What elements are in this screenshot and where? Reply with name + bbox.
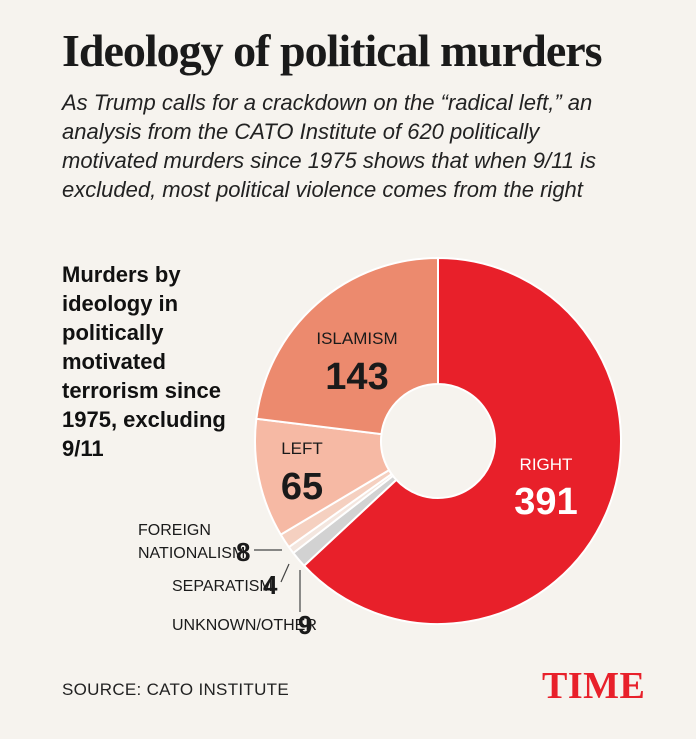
leader-line-separatism bbox=[280, 563, 290, 583]
chart-subtitle: As Trump calls for a crackdown on the “r… bbox=[62, 90, 596, 202]
label-left-value: 65 bbox=[281, 466, 323, 508]
label-islamism-name: ISLAMISM bbox=[316, 329, 397, 348]
slice-left bbox=[254, 417, 391, 537]
slice-islamism bbox=[255, 256, 439, 436]
chart-title: Ideology of political murders bbox=[62, 25, 603, 76]
label-right-name: RIGHT bbox=[520, 455, 573, 474]
time-logo: TIME bbox=[542, 665, 646, 707]
label-separatism-name: SEPARATISM bbox=[172, 578, 273, 595]
chart-side-label: Murders by ideology in politically motiv… bbox=[62, 262, 226, 461]
label-unknown-other-name: UNKNOWN/OTHER bbox=[172, 617, 317, 634]
source-note: SOURCE: CATO INSTITUTE bbox=[62, 680, 289, 699]
donut-slices bbox=[254, 256, 622, 625]
label-right-value: 391 bbox=[514, 481, 577, 523]
label-left-name: LEFT bbox=[281, 439, 323, 458]
label-foreign-nationalism-value: 8 bbox=[236, 537, 250, 567]
slice-right bbox=[302, 256, 622, 625]
label-foreign-nationalism-name: FOREIGN bbox=[138, 522, 211, 539]
label-foreign-nationalism-name-line2: NATIONALISM bbox=[138, 545, 245, 562]
label-separatism-value: 4 bbox=[263, 570, 278, 600]
label-islamism-value: 143 bbox=[325, 356, 388, 398]
label-unknown-other-value: 9 bbox=[298, 610, 312, 640]
donut-labels: RIGHT 391 ISLAMISM 143 LEFT 65 FOREIGN N… bbox=[138, 329, 578, 640]
